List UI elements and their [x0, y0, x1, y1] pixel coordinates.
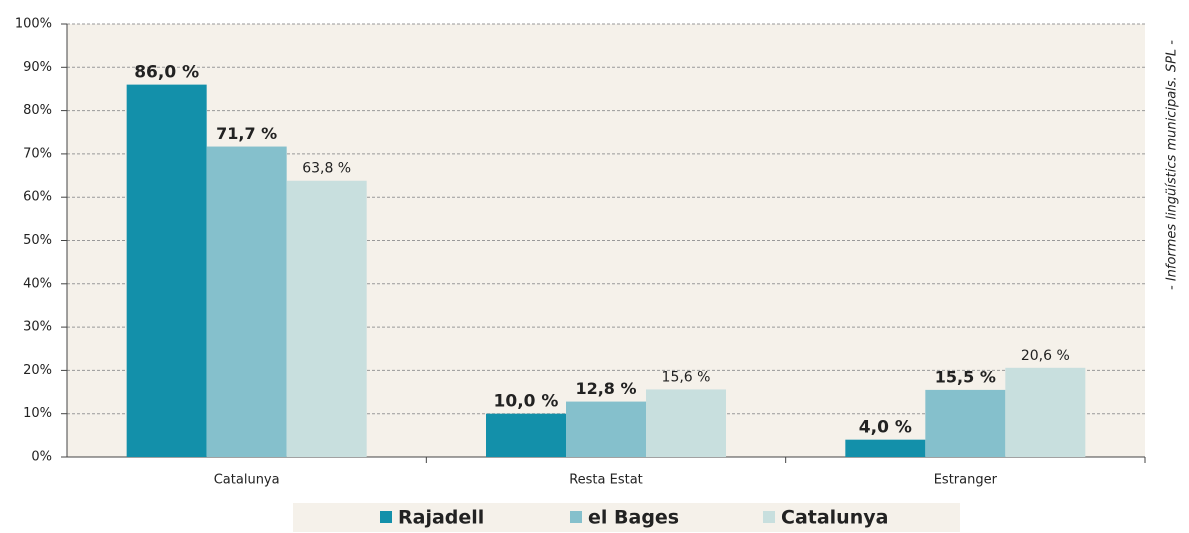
legend-background [293, 503, 960, 532]
bar [566, 401, 646, 457]
data-label: 15,5 % [935, 367, 996, 386]
y-tick-label: 30% [23, 320, 52, 335]
data-label: 86,0 % [134, 63, 199, 83]
y-tick-label: 20% [23, 363, 52, 378]
y-tick-label: 80% [23, 103, 52, 118]
bar [1005, 367, 1086, 457]
data-label: 20,6 % [1021, 348, 1070, 364]
data-label: 10,0 % [494, 392, 559, 412]
legend-label: Catalunya [781, 507, 888, 529]
legend-label: Rajadell [398, 507, 484, 529]
x-tick-label: Resta Estat [569, 473, 643, 488]
data-label: 71,7 % [216, 124, 277, 143]
data-label: 15,6 % [662, 369, 711, 385]
y-tick-label: 10% [23, 406, 52, 421]
x-tick-label: Catalunya [214, 473, 280, 488]
y-tick-label: 70% [23, 146, 52, 161]
legend-swatch [380, 511, 392, 523]
y-tick-label: 40% [23, 276, 52, 291]
bar [486, 413, 566, 457]
data-label: 12,8 % [575, 379, 636, 398]
x-tick-label: Estranger [934, 473, 998, 488]
legend-swatch [570, 511, 582, 523]
y-tick-label: 0% [31, 450, 52, 465]
y-tick-label: 50% [23, 233, 52, 248]
data-label: 63,8 % [302, 161, 351, 177]
bar [286, 180, 367, 457]
bar [126, 84, 207, 458]
y-tick-label: 100% [15, 17, 52, 32]
bar [206, 146, 287, 457]
bar [845, 439, 926, 457]
bar [925, 389, 1006, 457]
source-note: - Informes lingüístics municipals. SPL - [1165, 40, 1180, 290]
legend-label: el Bages [588, 507, 679, 529]
bar [646, 389, 726, 457]
y-tick-label: 90% [23, 60, 52, 75]
data-label: 4,0 % [859, 418, 912, 438]
legend-swatch [763, 511, 775, 523]
y-tick-label: 60% [23, 190, 52, 205]
